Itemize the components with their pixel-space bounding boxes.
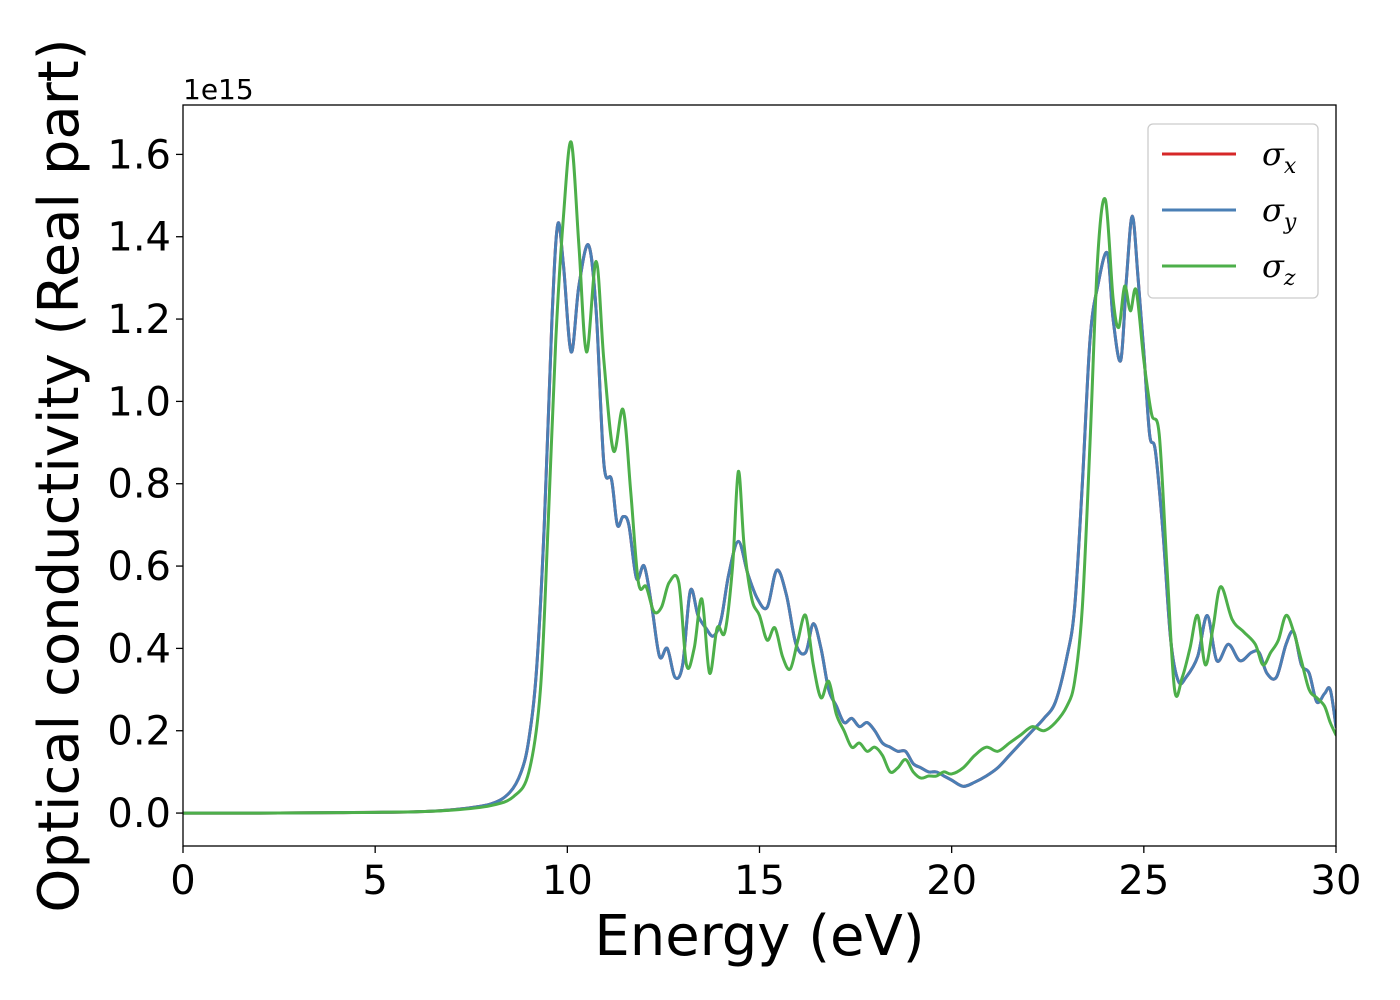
series-lines bbox=[183, 140, 1336, 815]
y-tick-label: 0.8 bbox=[107, 462, 171, 508]
legend-label: σx bbox=[1262, 135, 1297, 179]
legend-label: σz bbox=[1262, 247, 1296, 291]
y-axis-ticks: 0.0 0.2 0.4 0.6 0.8 1.0 1.2 1.4 1.6 bbox=[107, 132, 183, 837]
x-tick-label: 0 bbox=[170, 858, 195, 904]
y-tick-label: 1.2 bbox=[107, 297, 171, 343]
series-line-y bbox=[183, 214, 1336, 815]
series-line-z bbox=[183, 140, 1336, 815]
y-tick-label: 0.2 bbox=[107, 709, 171, 755]
x-axis-title: Energy (eV) bbox=[594, 904, 924, 969]
x-tick-label: 30 bbox=[1311, 858, 1362, 904]
y-tick-label: 1.0 bbox=[107, 379, 171, 425]
x-tick-label: 20 bbox=[926, 858, 977, 904]
y-axis-offset-label: 1e15 bbox=[183, 73, 254, 106]
legend-label: σy bbox=[1262, 191, 1297, 235]
x-tick-label: 10 bbox=[542, 858, 593, 904]
x-tick-label: 15 bbox=[734, 858, 785, 904]
x-tick-label: 5 bbox=[362, 858, 387, 904]
y-tick-label: 1.6 bbox=[107, 132, 171, 178]
y-tick-label: 0.4 bbox=[107, 626, 171, 672]
y-tick-label: 0.6 bbox=[107, 544, 171, 590]
y-tick-label: 1.4 bbox=[107, 215, 171, 261]
y-axis-title: Optical conductivity (Real part) bbox=[27, 38, 92, 912]
legend: σx σy σz bbox=[1147, 123, 1319, 299]
y-tick-label: 0.0 bbox=[107, 791, 171, 837]
x-axis-ticks: 0 5 10 15 20 25 30 bbox=[170, 846, 1361, 904]
x-tick-label: 25 bbox=[1118, 858, 1169, 904]
